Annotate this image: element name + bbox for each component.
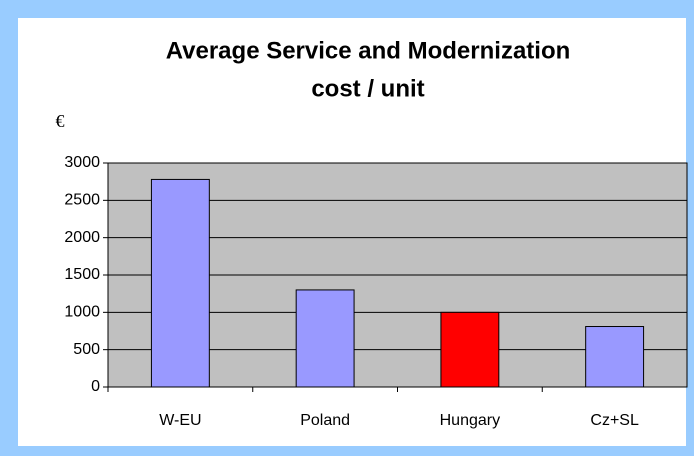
x-tick-label: Cz+SL [590,412,639,429]
y-tick-label: 1500 [64,266,100,283]
y-tick-label: 2000 [64,229,100,246]
y-tick-label: 0 [91,378,100,395]
bar [150,178,210,388]
bar [585,326,645,388]
x-tick-label: Hungary [440,412,500,429]
x-tick-label: Poland [300,412,350,429]
y-tick-label: 3000 [64,154,100,171]
chart-title: cost / unit [311,75,424,102]
y-tick-label: 1000 [64,304,100,321]
x-tick-label: W-EU [159,412,201,429]
bar [440,311,500,388]
bar [295,289,355,388]
y-tick-label: 500 [73,341,100,358]
chart-title: Average Service and Modernization [166,37,571,64]
y-tick-label: 2500 [64,192,100,209]
y-axis-label: € [56,111,65,131]
